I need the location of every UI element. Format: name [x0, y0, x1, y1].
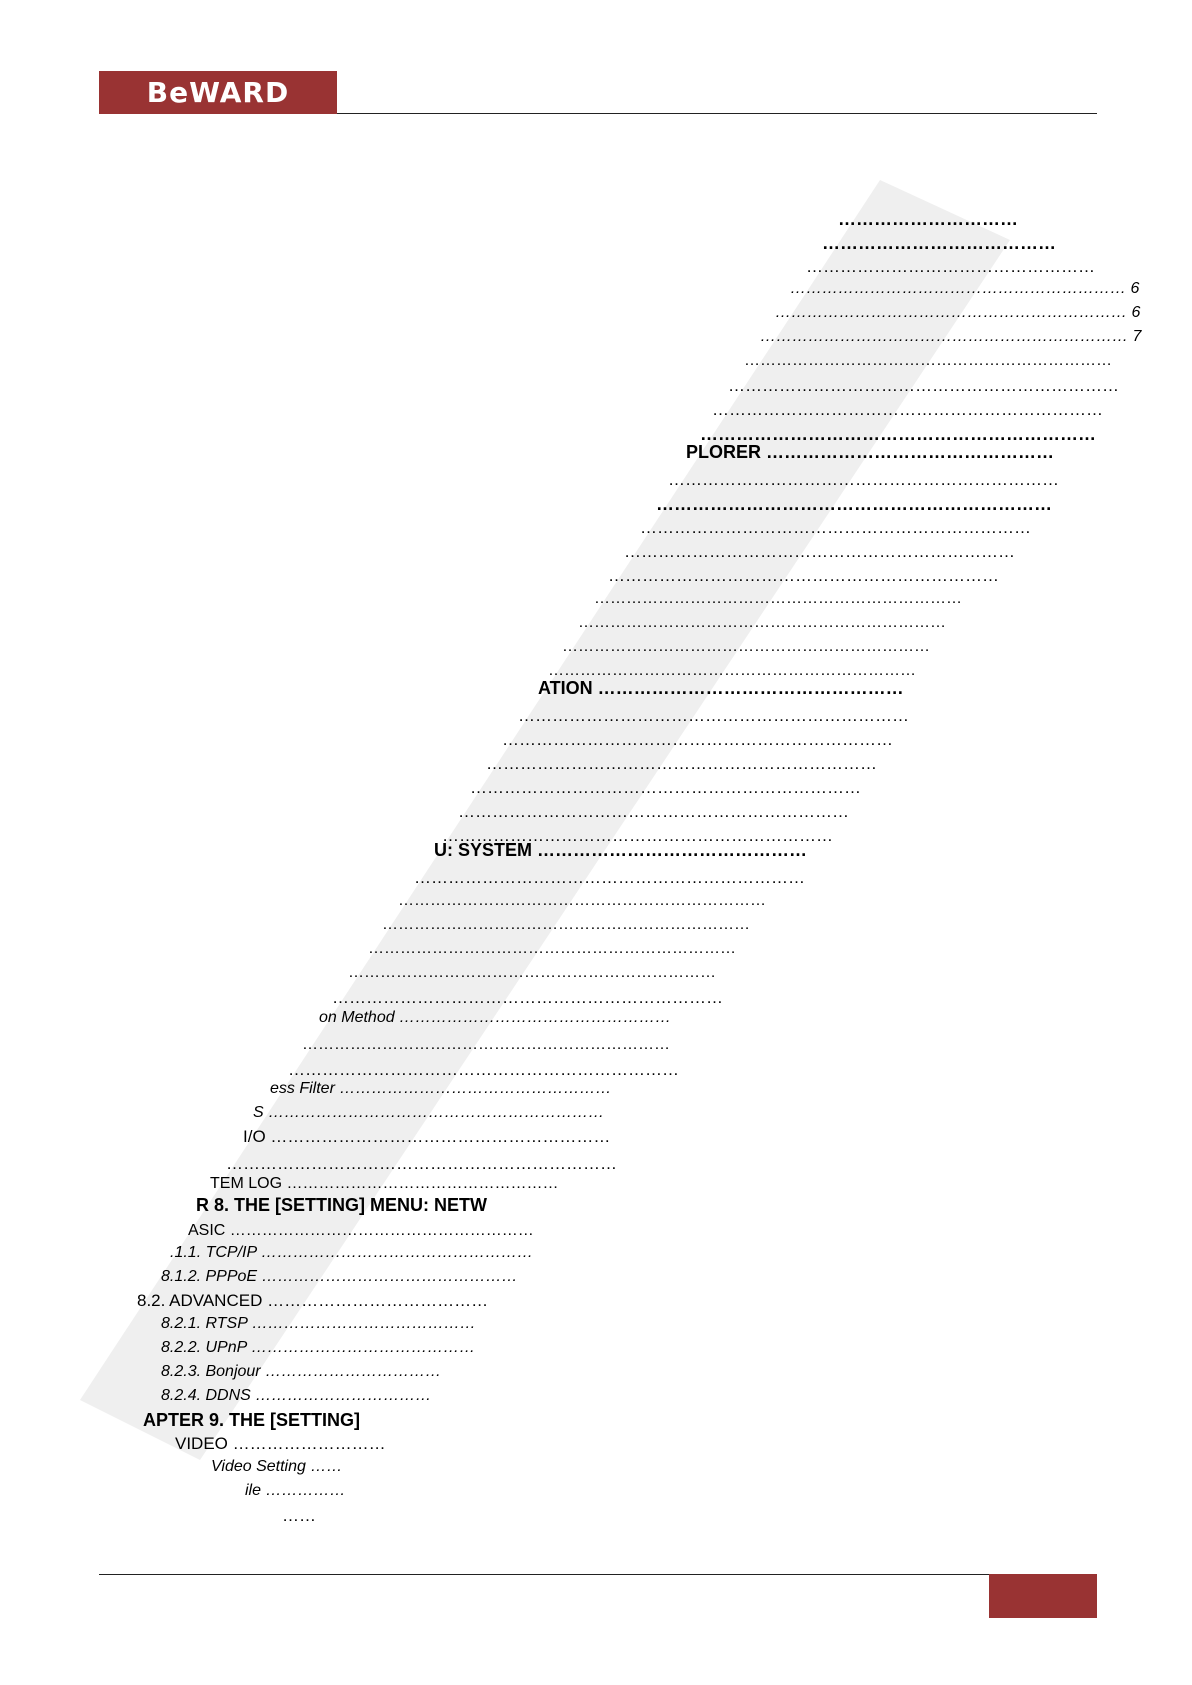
toc-entry[interactable]: ……………………………………………………………: [348, 964, 716, 981]
toc-entry[interactable]: ile ……………: [245, 1482, 346, 1499]
toc-entry[interactable]: U: SYSTEM ………………………………………: [434, 840, 808, 860]
toc-entry[interactable]: ……………………………………………………………: [728, 376, 1119, 395]
toc-entry[interactable]: I/O ……………………………………………………: [243, 1127, 611, 1146]
toc-entry[interactable]: R 8. THE [SETTING] MENU: NETW: [196, 1195, 487, 1215]
toc-entry[interactable]: ……………………………………………………………: [368, 940, 736, 957]
toc-entry[interactable]: on Method ……………………………………………: [319, 1009, 672, 1026]
footer-rule: [99, 1574, 989, 1575]
toc-entry[interactable]: 8.1.2. PPPoE …………………………………………: [161, 1268, 518, 1285]
toc-entry[interactable]: ASIC …………………………………………………: [188, 1222, 534, 1239]
toc-entry[interactable]: 8.2.2. UPnP ……………………………………: [161, 1339, 476, 1356]
page-number-box: [989, 1574, 1097, 1618]
toc-entry[interactable]: ……………………………………………………………: [486, 754, 877, 773]
toc-entry[interactable]: ……………………………………………………………: [744, 352, 1112, 369]
toc-entry[interactable]: APTER 9. THE [SETTING]: [143, 1410, 361, 1430]
toc-entry[interactable]: ess Filter ……………………………………………: [270, 1080, 612, 1097]
toc-entry[interactable]: PLORER …………………………………………: [686, 442, 1055, 462]
toc-entry[interactable]: ……………………………………………………………: [302, 1036, 670, 1053]
toc-entry[interactable]: ……………………………………………………………: [382, 916, 750, 933]
toc-entry[interactable]: ……: [282, 1506, 316, 1525]
toc-entry[interactable]: TEM LOG ……………………………………………: [210, 1175, 559, 1192]
toc-entry[interactable]: 8.2.3. Bonjour ……………………………: [161, 1363, 442, 1380]
toc-entry[interactable]: ………………………………………………………… 6: [775, 304, 1141, 321]
toc-entry[interactable]: 8.2.1. RTSP ……………………………………: [161, 1315, 476, 1332]
toc-entry[interactable]: ……………………………………………………………: [332, 988, 723, 1007]
toc-entry[interactable]: ……………………………………………: [806, 257, 1095, 276]
logo: BeWARD: [99, 71, 337, 114]
logo-text: BeWARD: [146, 76, 290, 109]
toc-entry[interactable]: …………………………………………………………: [700, 424, 1096, 444]
toc-entry[interactable]: VIDEO ………………………: [175, 1434, 386, 1453]
toc-entry[interactable]: ……………………………………………………………: [288, 1060, 679, 1079]
toc-entry[interactable]: ……………………………………………………………: [398, 892, 766, 909]
toc-entry[interactable]: ……………………………………………………………: [470, 778, 861, 797]
toc-entry[interactable]: 8.2. ADVANCED …………………………………: [137, 1291, 489, 1310]
toc-entry[interactable]: ……………………………………………………… 6: [790, 280, 1140, 297]
toc-entry[interactable]: ……………………………………………………………: [578, 614, 946, 631]
toc-entry[interactable]: Video Setting ……: [211, 1458, 343, 1475]
toc-entry[interactable]: ……………………………………………………………: [594, 590, 962, 607]
toc-entry[interactable]: ……………………………………………………………: [640, 518, 1031, 537]
toc-entry[interactable]: ……………………………………………………………: [502, 730, 893, 749]
toc-entry[interactable]: ……………………………………………………………: [414, 868, 805, 887]
toc-entry[interactable]: 8.2.4. DDNS ……………………………: [161, 1387, 432, 1404]
toc-entry[interactable]: …………………………: [838, 209, 1018, 229]
toc-entry[interactable]: .1.1. TCP/IP ……………………………………………: [170, 1244, 533, 1261]
toc-entry[interactable]: ……………………………………………………………: [608, 566, 999, 585]
toc-entry[interactable]: …………………………………: [822, 233, 1056, 253]
toc-entry[interactable]: ……………………………………………………………: [548, 662, 916, 679]
toc-entry[interactable]: ……………………………………………………………: [226, 1154, 617, 1173]
toc-entry[interactable]: ……………………………………………………………: [442, 826, 833, 845]
header-rule: [337, 113, 1097, 114]
toc-entry[interactable]: ATION ……………………………………………: [538, 678, 904, 698]
toc-entry[interactable]: ……………………………………………………………: [458, 802, 849, 821]
toc-entry[interactable]: …………………………………………………………: [656, 494, 1052, 514]
toc-entry[interactable]: ……………………………………………………………: [668, 470, 1059, 489]
toc-entry[interactable]: S ………………………………………………………: [253, 1104, 605, 1121]
toc-entry[interactable]: ……………………………………………………………: [518, 706, 909, 725]
toc-entry[interactable]: ……………………………………………………………: [712, 400, 1103, 419]
toc-entry[interactable]: …………………………………………………………… 7: [760, 328, 1142, 345]
toc-entry[interactable]: ……………………………………………………………: [562, 638, 930, 655]
toc-entry[interactable]: ……………………………………………………………: [624, 542, 1015, 561]
